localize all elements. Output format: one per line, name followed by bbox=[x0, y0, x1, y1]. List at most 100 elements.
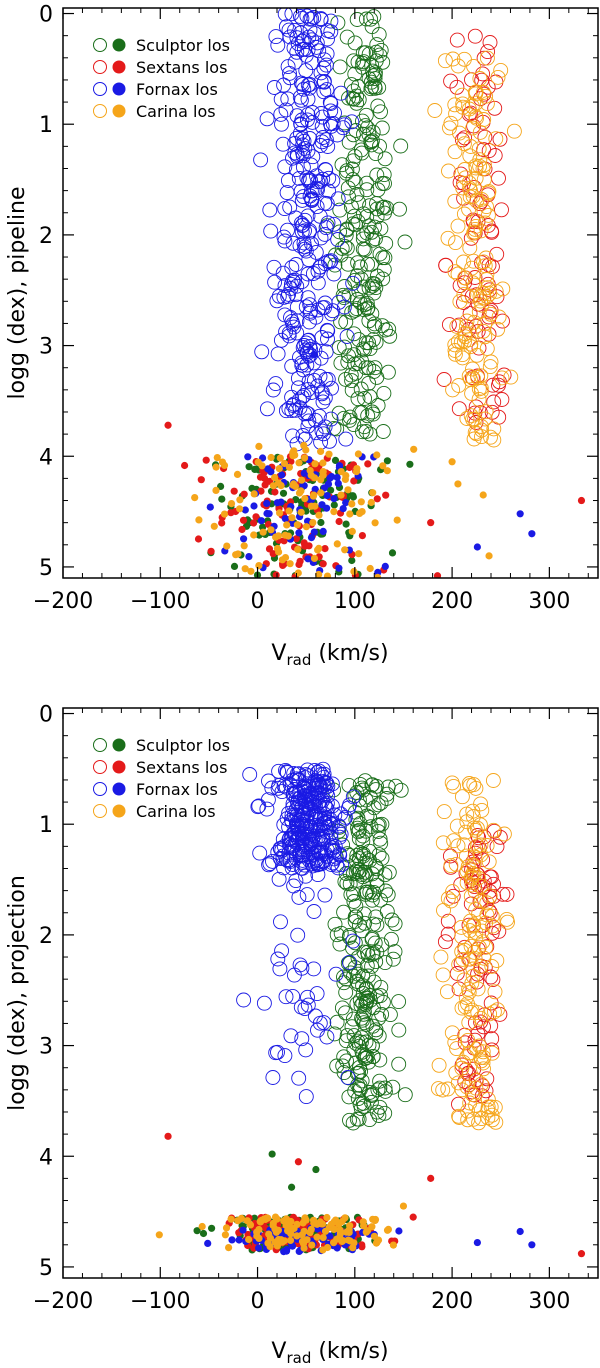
top-fornax-los-open-point bbox=[280, 222, 295, 238]
bottom-sculptor-los-open-point bbox=[365, 1049, 381, 1065]
bottom-sculptor-los-open-point bbox=[369, 877, 385, 893]
bottom-carina-los-filled-point bbox=[309, 1216, 318, 1224]
bottom-carina-los-filled-point bbox=[255, 1234, 263, 1242]
top-sextans-los-open-point bbox=[482, 35, 498, 50]
bottom-fornax-los-open-point bbox=[288, 873, 304, 889]
top-carina-los-open-point bbox=[459, 313, 475, 329]
top-sculptor-los-open-point bbox=[350, 214, 366, 230]
bottom-carina-los-open-point bbox=[435, 967, 451, 983]
top-carina-los-filled-point bbox=[281, 531, 289, 539]
bottom-sextans-los-open-point bbox=[475, 1078, 490, 1094]
bottom-fornax-los-open-point bbox=[345, 933, 361, 949]
bottom-legend-label: Sextans los bbox=[136, 758, 227, 777]
bottom-carina-los-filled-point bbox=[308, 1241, 316, 1249]
top-fornax-los-open-point bbox=[302, 22, 318, 38]
top-carina-los-filled-point bbox=[259, 528, 267, 536]
bottom-legend-open-marker bbox=[93, 738, 107, 752]
bottom-carina-los-filled-point bbox=[389, 1241, 397, 1249]
top-fornax-los-filled-point bbox=[241, 506, 249, 514]
top-fornax-los-filled-point bbox=[295, 529, 303, 537]
bottom-fornax-los-open-point bbox=[290, 831, 306, 846]
bottom-carina-los-filled-point bbox=[221, 1231, 229, 1239]
top-carina-los-filled-point bbox=[285, 463, 293, 471]
top-fornax-los-open-point bbox=[295, 137, 311, 153]
bottom-carina-los-open-point bbox=[464, 975, 480, 991]
bottom-carina-los-open-point bbox=[435, 835, 451, 851]
top-carina-los-open-point bbox=[465, 275, 481, 291]
top-sculptor-los-open-point bbox=[372, 138, 387, 154]
top-carina-los-open-point bbox=[469, 193, 485, 209]
top-carina-los-open-point bbox=[478, 250, 494, 266]
top-sextans-los-open-point bbox=[491, 377, 506, 393]
top-fornax-los-open-point bbox=[254, 344, 270, 360]
top-carina-los-filled-point bbox=[310, 554, 319, 563]
top-sextans-los-filled-point bbox=[319, 560, 327, 568]
top-carina-los-filled-point bbox=[330, 508, 338, 516]
top-fornax-los-open-point bbox=[315, 300, 331, 316]
top-sculptor-los-filled-point bbox=[349, 493, 357, 501]
bottom-fornax-los-open-point bbox=[307, 818, 323, 834]
bottom-sculptor-los-open-point bbox=[352, 1081, 368, 1097]
bottom-carina-los-filled-point bbox=[245, 1235, 253, 1244]
top-legend-filled-marker bbox=[112, 38, 126, 52]
bottom-sextans-los-filled-point bbox=[358, 1243, 366, 1251]
bottom-x-label-sub: rad bbox=[286, 1349, 311, 1367]
bottom-carina-los-filled-point bbox=[336, 1230, 344, 1238]
top-fornax-los-open-point bbox=[296, 81, 312, 97]
top-sculptor-los-open-point bbox=[359, 295, 375, 311]
bottom-sculptor-los-open-point bbox=[341, 1089, 357, 1105]
top-fornax-los-open-point bbox=[277, 8, 293, 22]
top-sculptor-los-open-point bbox=[369, 201, 385, 217]
bottom-sculptor-los-open-point bbox=[353, 1034, 369, 1050]
bottom-sculptor-los-open-point bbox=[355, 848, 371, 864]
top-fornax-los-open-point bbox=[323, 13, 339, 29]
top-fornax-los-open-point bbox=[289, 278, 305, 294]
top-carina-los-open-point bbox=[445, 51, 461, 67]
top-carina-los-filled-point bbox=[255, 562, 263, 570]
top-carina-los-open-point bbox=[450, 218, 466, 234]
bottom-carina-los-filled-point bbox=[339, 1237, 347, 1245]
bottom-sculptor-los-open-point bbox=[379, 904, 395, 919]
top-fornax-los-open-point bbox=[294, 389, 310, 405]
top-fornax-los-filled-point bbox=[335, 462, 344, 470]
bottom-x-tick-label: 200 bbox=[431, 1289, 473, 1314]
bottom-sculptor-los-open-point bbox=[338, 971, 354, 987]
top-sextans-los-filled-point bbox=[272, 571, 280, 578]
top-carina-los-filled-point bbox=[379, 462, 387, 470]
bottom-y-axis-label: logg (dex), projection bbox=[5, 875, 30, 1111]
top-sculptor-los-open-point bbox=[338, 314, 354, 330]
top-fornax-los-open-point bbox=[298, 299, 314, 315]
top-carina-los-open-point bbox=[447, 346, 463, 362]
bottom-carina-los-open-point bbox=[484, 1045, 500, 1061]
top-carina-los-open-point bbox=[474, 429, 489, 445]
bottom-fornax-los-open-point bbox=[278, 779, 294, 795]
top-carina-los-open-point bbox=[455, 180, 471, 196]
bottom-carina-los-open-point bbox=[444, 1025, 460, 1041]
top-fornax-los-open-point bbox=[277, 278, 293, 294]
bottom-sculptor-los-open-point bbox=[359, 1049, 375, 1065]
bottom-sextans-los-open-point bbox=[484, 1042, 500, 1058]
top-legend-filled-marker bbox=[112, 82, 126, 96]
top-fornax-los-open-point bbox=[301, 413, 317, 429]
bottom-fornax-los-open-point bbox=[272, 840, 288, 856]
top-fornax-los-filled-point bbox=[381, 562, 389, 571]
bottom-legend: Sculptor los Sextans los Fornax los Carina … bbox=[87, 734, 237, 822]
bottom-carina-los-open-point bbox=[440, 891, 456, 906]
top-sculptor-los-filled-point bbox=[279, 489, 288, 497]
bottom-carina-los-open-point bbox=[461, 1015, 477, 1031]
bottom-carina-los-open-point bbox=[473, 958, 489, 974]
top-carina-los-open-point bbox=[447, 193, 463, 209]
bottom-sculptor-los-open-point bbox=[377, 1105, 393, 1121]
bottom-fornax-los-open-point bbox=[345, 789, 361, 805]
top-fornax-los-open-point bbox=[301, 80, 317, 96]
bottom-carina-los-filled-point bbox=[371, 1215, 380, 1224]
top-sextans-los-open-point bbox=[443, 73, 459, 89]
top-carina-los-filled-point bbox=[357, 498, 365, 506]
top-carina-los-filled-point bbox=[212, 463, 220, 471]
bottom-sextans-los-open-point bbox=[479, 939, 495, 955]
top-carina-los-open-point bbox=[472, 289, 488, 304]
top-outlier-point bbox=[473, 543, 481, 551]
top-carina-los-open-point bbox=[477, 411, 493, 427]
bottom-fornax-los-filled-point bbox=[228, 1236, 236, 1244]
top-fornax-los-open-point bbox=[304, 191, 319, 207]
